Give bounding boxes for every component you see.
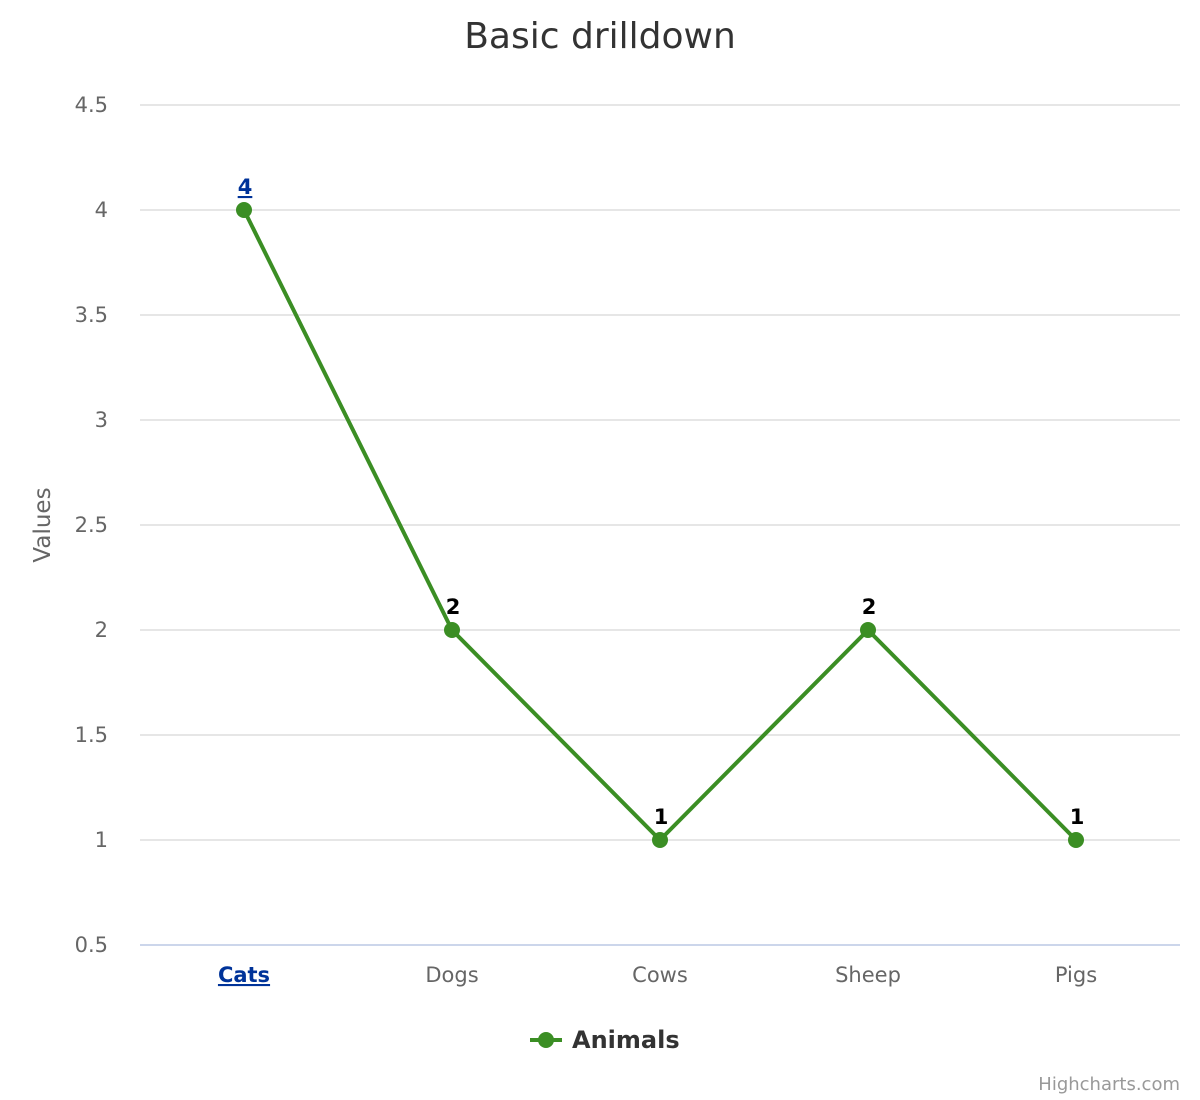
x-axis-ticks: Cats Dogs Cows Sheep Pigs: [218, 963, 1097, 987]
data-label-cows: 1: [654, 805, 669, 829]
y-tick-label: 1: [95, 828, 108, 852]
legend[interactable]: Animals: [530, 1026, 680, 1054]
series-animals: [236, 202, 1084, 848]
legend-symbol-marker: [538, 1032, 554, 1048]
chart-title: Basic drilldown: [464, 16, 736, 57]
y-tick-label: 3.5: [75, 303, 108, 327]
data-label-pigs: 1: [1070, 805, 1085, 829]
y-axis-ticks: 0.5 1 1.5 2 2.5 3 3.5 4 4.5: [75, 93, 108, 957]
y-axis-title: Values: [30, 487, 56, 562]
data-labels: 4 2 1 2 1: [238, 175, 1085, 829]
x-tick-label-cats[interactable]: Cats: [218, 963, 270, 987]
legend-item-animals[interactable]: Animals: [572, 1026, 680, 1054]
data-label-dogs: 2: [446, 595, 461, 619]
y-tick-label: 2.5: [75, 513, 108, 537]
y-tick-label: 2: [95, 618, 108, 642]
x-tick-label-cows: Cows: [632, 963, 688, 987]
data-label-sheep: 2: [862, 595, 877, 619]
data-point-cats[interactable]: [236, 202, 252, 218]
credits-link[interactable]: Highcharts.com: [1038, 1074, 1180, 1095]
y-tick-label: 3: [95, 408, 108, 432]
x-tick-label-sheep: Sheep: [835, 963, 901, 987]
data-point-pigs[interactable]: [1068, 832, 1084, 848]
data-point-cows[interactable]: [652, 832, 668, 848]
x-tick-label-dogs: Dogs: [425, 963, 478, 987]
y-tick-label: 1.5: [75, 723, 108, 747]
x-tick-label-pigs: Pigs: [1055, 963, 1097, 987]
y-tick-label: 4: [95, 198, 108, 222]
gridlines: [140, 104, 1180, 841]
data-label-cats[interactable]: 4: [238, 175, 253, 199]
data-point-dogs[interactable]: [444, 622, 460, 638]
y-tick-label: 0.5: [75, 933, 108, 957]
data-point-sheep[interactable]: [860, 622, 876, 638]
y-tick-label: 4.5: [75, 93, 108, 117]
